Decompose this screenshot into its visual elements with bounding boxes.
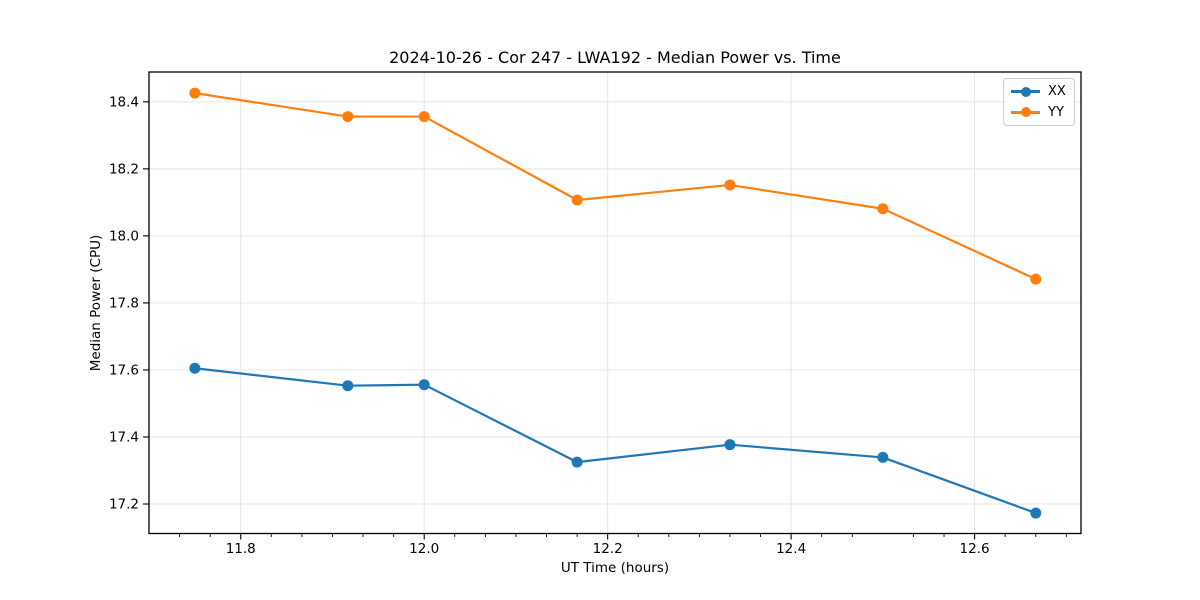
legend: XX YY xyxy=(1003,78,1075,126)
y-tick-label: 17.4 xyxy=(109,430,139,446)
data-point-xx xyxy=(418,379,430,391)
x-tick-label: 11.8 xyxy=(226,541,256,557)
legend-item: XX xyxy=(1011,82,1067,102)
legend-label: XX xyxy=(1048,84,1066,100)
data-point-yy xyxy=(877,203,889,215)
data-point-yy xyxy=(571,194,583,206)
data-point-yy xyxy=(342,111,354,123)
legend-item: YY xyxy=(1011,102,1067,122)
x-tick-label: 12.6 xyxy=(960,541,990,557)
data-point-xx xyxy=(571,456,583,468)
y-tick-label: 17.2 xyxy=(109,497,139,513)
plot-border xyxy=(148,71,1082,535)
data-point-yy xyxy=(1030,273,1042,285)
x-axis-label: UT Time (hours) xyxy=(560,560,670,576)
data-point-yy xyxy=(724,179,736,191)
legend-swatch xyxy=(1011,86,1040,97)
y-tick-label: 17.6 xyxy=(109,363,139,379)
x-tick-label: 12.4 xyxy=(776,541,806,557)
x-tick-label: 12.0 xyxy=(409,541,439,557)
data-point-xx xyxy=(342,380,354,392)
data-point-xx xyxy=(877,451,889,463)
y-tick-label: 17.8 xyxy=(109,296,139,312)
data-point-xx xyxy=(724,439,736,451)
chart-title: 2024-10-26 - Cor 247 - LWA192 - Median P… xyxy=(389,48,841,67)
legend-label: YY xyxy=(1048,104,1064,120)
data-point-yy xyxy=(189,87,201,99)
y-tick-label: 18.4 xyxy=(109,95,139,111)
data-point-xx xyxy=(189,362,201,374)
y-tick-label: 18.0 xyxy=(109,229,139,245)
data-point-xx xyxy=(1030,507,1042,519)
x-tick-label: 12.2 xyxy=(593,541,623,557)
y-tick-label: 18.2 xyxy=(109,162,139,178)
y-axis-label: Median Power (CPU) xyxy=(88,234,104,372)
series-line-xx xyxy=(193,367,1037,515)
data-point-yy xyxy=(418,111,430,123)
legend-swatch xyxy=(1011,107,1040,118)
series-line-yy xyxy=(193,92,1037,281)
